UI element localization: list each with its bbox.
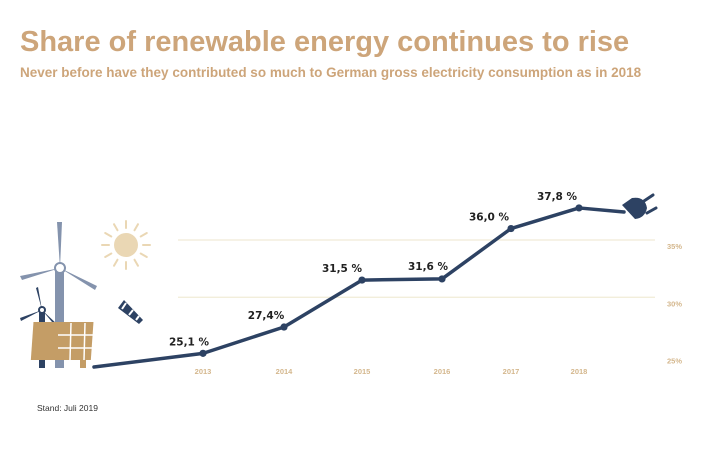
x-tick-label: 2013 bbox=[195, 367, 212, 376]
x-tick-label: 2018 bbox=[571, 367, 588, 376]
x-axis-ticks: 2013 2014 2015 2016 2017 2018 bbox=[195, 367, 588, 376]
x-tick-label: 2014 bbox=[276, 367, 294, 376]
sun-icon bbox=[101, 220, 151, 270]
data-points bbox=[199, 204, 583, 357]
y-tick-label: 30% bbox=[667, 299, 682, 308]
data-point bbox=[575, 204, 583, 212]
sun-ray bbox=[133, 223, 139, 232]
data-label: 25,1 % bbox=[169, 336, 210, 348]
data-label: 37,8 % bbox=[537, 191, 578, 203]
data-point bbox=[358, 276, 366, 284]
data-label: 36,0 % bbox=[469, 212, 510, 224]
x-tick-label: 2015 bbox=[354, 367, 371, 376]
sun-ray bbox=[113, 258, 119, 267]
y-tick-label: 35% bbox=[667, 242, 682, 251]
data-labels: 25,1 % 27,4% 31,5 % 31,6 % 36,0 % 37,8 % bbox=[169, 191, 578, 348]
gridlines bbox=[178, 239, 655, 298]
data-label: 31,6 % bbox=[408, 261, 449, 273]
data-label: 31,5 % bbox=[322, 263, 363, 275]
y-axis-ticks: 25% 30% 35% bbox=[667, 242, 682, 366]
data-point bbox=[280, 323, 288, 331]
data-point bbox=[438, 275, 446, 283]
chart-title: Share of renewable energy continues to r… bbox=[20, 26, 630, 58]
y-tick-label: 25% bbox=[667, 357, 682, 366]
sun-ray bbox=[133, 258, 139, 267]
data-point bbox=[199, 349, 207, 357]
x-tick-label: 2016 bbox=[434, 367, 451, 376]
wind-turbine-icon bbox=[20, 222, 97, 368]
power-plug-icon bbox=[622, 193, 658, 219]
sun-ray bbox=[139, 252, 148, 258]
sun-ray bbox=[113, 223, 119, 232]
sun-ray bbox=[104, 232, 113, 238]
source-note: Stand: Juli 2019 bbox=[37, 403, 98, 413]
data-label: 27,4% bbox=[248, 310, 285, 322]
series-line bbox=[92, 206, 626, 369]
data-point bbox=[507, 224, 515, 233]
solar-panel-icon bbox=[30, 322, 113, 368]
chart-subtitle: Never before have they contributed so mu… bbox=[20, 65, 642, 80]
x-tick-label: 2017 bbox=[503, 367, 520, 376]
sun-ray bbox=[104, 252, 113, 258]
sun-ray bbox=[139, 232, 148, 238]
windsock-icon bbox=[118, 300, 143, 324]
